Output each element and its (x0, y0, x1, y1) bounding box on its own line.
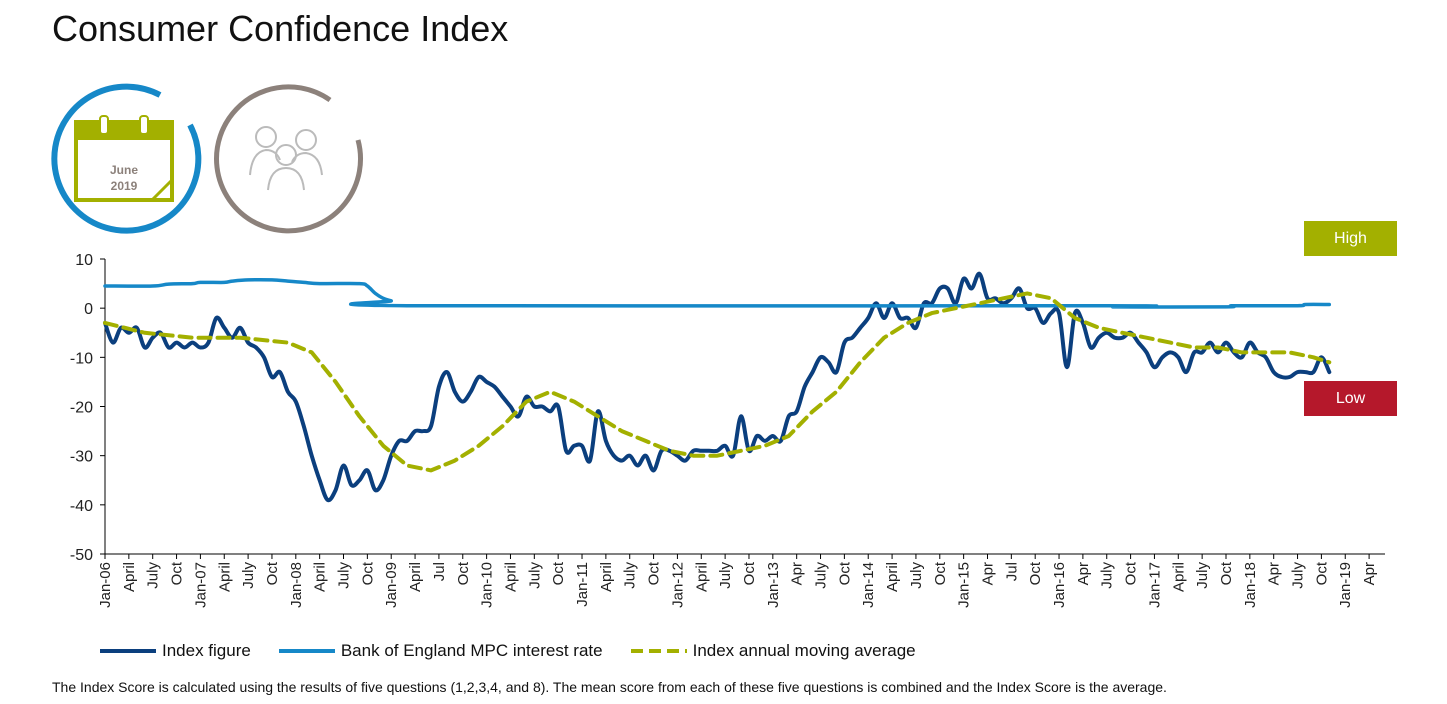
x-tick-label: July (336, 562, 353, 589)
x-tick-label: Jan-14 (860, 562, 877, 608)
legend-swatch-average (630, 649, 687, 653)
x-tick-label: Oct (932, 561, 949, 585)
x-tick-label: April (884, 562, 901, 592)
y-tick-label: -10 (70, 350, 93, 367)
x-tick-label: Oct (646, 561, 663, 585)
y-tick-label: 0 (84, 301, 93, 318)
calendar-icon: June 2019 (51, 83, 202, 234)
calendar-month: June (110, 163, 138, 177)
x-tick-label: Apr (979, 562, 996, 585)
x-tick-label: July (1194, 562, 1211, 589)
x-tick-label: Jan-16 (1051, 562, 1068, 608)
x-tick-label: July (813, 562, 830, 589)
x-tick-label: Jan-06 (97, 562, 114, 608)
x-tick-label: April (121, 562, 138, 592)
x-tick-label: Oct (836, 561, 853, 585)
y-tick-label: -20 (70, 400, 93, 417)
x-tick-label: Oct (741, 561, 758, 585)
calendar-year: 2019 (111, 179, 138, 193)
x-tick-label: July (526, 562, 543, 589)
x-tick-label: July (1099, 562, 1116, 589)
x-tick-label: Apr (1361, 562, 1378, 585)
x-tick-label: Apr (789, 562, 806, 585)
x-tick-label: Apr (1075, 562, 1092, 585)
header-icons: June 2019 (51, 83, 363, 234)
x-tick-label: Jan-09 (383, 562, 400, 608)
x-tick-label: July (622, 562, 639, 589)
high-badge: High (1304, 221, 1397, 256)
x-tick-label: Oct (359, 561, 376, 585)
series-rate-line (103, 278, 1332, 309)
legend-item-rate: Bank of England MPC interest rate (278, 641, 603, 661)
x-tick-label: Jan-17 (1146, 562, 1163, 608)
legend-label-rate: Bank of England MPC interest rate (340, 641, 603, 660)
x-tick-label: Jul (1003, 562, 1020, 581)
x-tick-label: Oct (264, 561, 281, 585)
x-tick-label: Jan-19 (1337, 562, 1354, 608)
x-tick-label: July (717, 562, 734, 589)
x-tick-label: Jan-10 (479, 562, 496, 608)
x-tick-label: Jan-13 (765, 562, 782, 608)
y-tick-label: -30 (70, 449, 93, 466)
x-tick-label: Oct (1027, 561, 1044, 585)
legend-item-index: Index figure (100, 641, 251, 661)
x-tick-label: Jan-11 (574, 562, 591, 607)
x-tick-label: Jan-08 (288, 562, 305, 608)
series-index-line (103, 271, 1332, 503)
x-tick-label: July (1290, 562, 1307, 589)
legend-label-average: Index annual moving average (692, 641, 916, 660)
x-tick-label: Jan-12 (669, 562, 686, 608)
people-icon (214, 84, 363, 234)
x-tick-label: April (598, 562, 615, 592)
x-tick-label: July (145, 562, 162, 589)
x-tick-label: Oct (169, 561, 186, 585)
x-tick-label: April (693, 562, 710, 592)
x-tick-label: April (216, 562, 233, 592)
footnote: The Index Score is calculated using the … (52, 679, 1167, 695)
x-tick-label: Oct (1218, 561, 1235, 585)
y-tick-label: -50 (70, 547, 93, 564)
page-title: Consumer Confidence Index (52, 8, 509, 49)
legend-label-index: Index figure (162, 641, 251, 660)
legend-swatch-index (100, 649, 156, 653)
x-tick-label: Oct (455, 561, 472, 585)
y-tick-label: 10 (75, 252, 93, 269)
x-tick-label: Oct (550, 561, 567, 585)
x-tick-label: July (240, 562, 257, 589)
x-tick-label: July (908, 562, 925, 589)
legend: Index figure Bank of England MPC interes… (100, 641, 916, 661)
x-tick-label: Oct (1313, 561, 1330, 585)
series-average-line (103, 291, 1332, 473)
x-tick-label: Oct (1123, 561, 1140, 585)
x-tick-label: Jan-18 (1242, 562, 1259, 608)
legend-item-average: Index annual moving average (630, 641, 916, 661)
x-tick-label: April (407, 562, 424, 592)
x-tick-label: Jan-07 (192, 562, 209, 608)
low-badge: Low (1304, 381, 1397, 416)
x-tick-label: April (1170, 562, 1187, 592)
x-tick-label: April (312, 562, 329, 592)
x-tick-label: Jan-15 (956, 562, 973, 608)
x-tick-label: Jul (431, 562, 448, 581)
y-tick-label: -40 (70, 498, 93, 515)
x-tick-label: April (502, 562, 519, 592)
x-tick-label: Apr (1266, 562, 1283, 585)
legend-swatch-rate (278, 649, 335, 653)
